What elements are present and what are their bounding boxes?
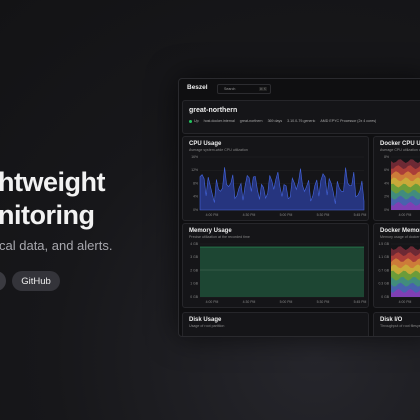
host-detail: great-northern: [239, 119, 263, 123]
y-tick-label: 16%: [191, 155, 198, 159]
card-subtitle: Usage of root partition: [189, 324, 225, 328]
y-tick-label: 1.1 GB: [378, 255, 389, 259]
y-tick-label: 2 GB: [190, 268, 198, 272]
memory-area: [200, 247, 364, 297]
y-tick-label: 0%: [384, 208, 389, 212]
card-subtitle: Precise utilization at the recorded time: [189, 235, 250, 239]
docker-area: [391, 288, 420, 297]
chart-card: Disk Usage Usage of root partition: [182, 312, 369, 336]
y-tick-label: 8%: [193, 181, 198, 185]
x-tick-label: 4:00 PM: [206, 300, 219, 304]
y-tick-label: 3 GB: [190, 255, 198, 259]
y-tick-label: 4%: [193, 195, 198, 199]
host-details: Up host.docker.internal great-northern 369…: [189, 119, 381, 123]
search-label: Search: [224, 87, 236, 91]
hero-title: nitoring: [0, 200, 95, 230]
chart: 1.5 GB 1.1 GB 0.7 GB 0.3 GB 0 GB 4:00 PM: [378, 242, 420, 304]
y-tick-label: 12%: [191, 168, 198, 172]
card-title: CPU Usage: [189, 141, 222, 147]
dashboard: Beszel Search ⌘ K great-northern Up host…: [178, 78, 420, 337]
card-title: Memory Usage: [189, 228, 232, 234]
x-tick-label: 5:30 PM: [317, 300, 330, 304]
chart: 8% 6% 4% 2% 0% 4:00 PM: [384, 155, 420, 217]
y-tick-label: 0.3 GB: [378, 282, 389, 286]
card-subtitle: Average CPU utilization of containers: [380, 148, 420, 152]
x-tick-label: 5:45 PM: [354, 213, 367, 217]
y-tick-label: 0 GB: [190, 295, 198, 299]
x-tick-label: 5:30 PM: [317, 213, 330, 217]
y-tick-label: 1.5 GB: [378, 242, 389, 246]
x-tick-label: 4:30 PM: [243, 300, 256, 304]
card-subtitle: Throughput of root filesystem: [380, 324, 420, 328]
card-title: Docker CPU Usage: [380, 141, 420, 147]
y-tick-label: 4%: [384, 181, 389, 185]
y-tick-label: 0.7 GB: [378, 268, 389, 272]
chart: 4 GB 3 GB 2 GB 1 GB 0 GB 4:00 PM 4:30 PM 5:00 P…: [190, 242, 367, 304]
x-tick-label: 5:00 PM: [280, 213, 293, 217]
x-tick-label: 4:30 PM: [243, 213, 256, 217]
x-tick-label: 4:00 PM: [399, 213, 412, 217]
hero-title: htweight: [0, 167, 105, 197]
docker-area: [391, 201, 420, 210]
brand: Beszel: [187, 84, 208, 91]
x-tick-label: 4:00 PM: [399, 300, 412, 304]
y-tick-label: 1 GB: [190, 282, 198, 286]
host-name: great-northern: [189, 107, 238, 114]
github-button[interactable]: GitHub: [12, 271, 60, 291]
search-box[interactable]: Search ⌘ K: [217, 84, 271, 94]
status-dot: [189, 119, 192, 123]
card-subtitle: Average system-wide CPU utilization: [189, 148, 248, 152]
card-title: Disk I/O: [380, 317, 403, 323]
y-tick-label: 8%: [384, 155, 389, 159]
host-detail: 369 days: [267, 119, 283, 123]
x-tick-label: 4:00 PM: [206, 213, 219, 217]
host-card: great-northern Up host.docker.internal gr…: [182, 100, 420, 134]
x-tick-label: 5:45 PM: [354, 300, 367, 304]
y-tick-label: 6%: [384, 168, 389, 172]
y-tick-label: 0%: [193, 208, 198, 212]
chart-card: Docker Memory UsageMemory usage of docke…: [373, 223, 420, 308]
card-title: Disk Usage: [189, 317, 222, 323]
host-detail: 3.10.0-79-generic: [287, 119, 316, 123]
cpu-area: [199, 167, 365, 211]
primary-button[interactable]: [0, 271, 6, 291]
host-detail: AMD EPYC Processor (2x 4 cores): [320, 119, 377, 123]
y-tick-label: 0 GB: [381, 295, 389, 299]
x-tick-label: 5:00 PM: [280, 300, 293, 304]
host-detail: host.docker.internal: [203, 119, 235, 123]
y-tick-label: 4 GB: [190, 242, 198, 246]
search-key: ⌘ K: [258, 86, 267, 91]
card-title: Docker Memory Usage: [380, 228, 420, 234]
card-subtitle: Memory usage of docker containers: [380, 235, 420, 239]
host-status: Up: [194, 119, 199, 123]
chart: 16% 12% 8% 4% 0% 4:00 PM 4:30 PM 5:00 PM 5:30 PM…: [191, 155, 367, 217]
chart-card: CPU Usage Average system-wide CPU utiliza…: [182, 136, 369, 221]
y-tick-label: 2%: [384, 195, 389, 199]
chart-card: Memory Usage Precise utilization at the r…: [182, 223, 369, 308]
hero-subtitle: cal data, and alerts.: [0, 238, 113, 253]
